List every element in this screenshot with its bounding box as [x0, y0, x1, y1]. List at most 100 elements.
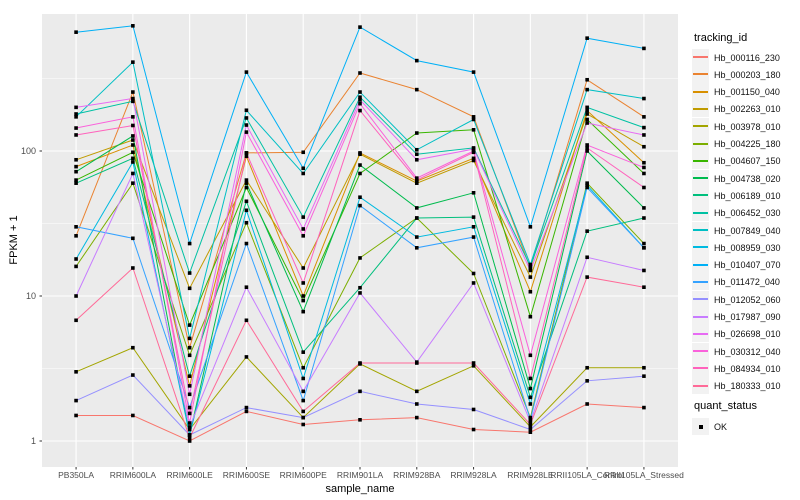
data-point [414, 415, 419, 420]
data-point [358, 361, 362, 365]
legend-title-tracking-id: tracking_id [694, 32, 748, 44]
data-point [528, 402, 533, 406]
legend-key-swatch [692, 238, 709, 256]
x-tick-label-RRII105LA_Control: RRII105LA_Control [550, 470, 624, 480]
data-point [74, 370, 78, 374]
legend-key-swatch [692, 100, 709, 118]
data-point [74, 398, 78, 403]
data-point [414, 181, 419, 185]
data-point [642, 46, 646, 51]
data-point [528, 268, 533, 273]
legend-line-icon [693, 159, 708, 162]
x-axis-title: sample_name [325, 483, 395, 495]
data-point [301, 350, 306, 354]
legend-key-swatch [692, 256, 709, 274]
data-point [528, 225, 533, 229]
data-point [642, 268, 646, 273]
data-point [187, 374, 192, 378]
data-point [642, 285, 646, 289]
data-point [244, 154, 249, 159]
data-point [471, 361, 476, 365]
data-point [528, 415, 533, 420]
data-point [187, 345, 192, 350]
legend-key-swatch [692, 273, 709, 291]
data-point [244, 116, 249, 120]
data-point [187, 353, 192, 358]
data-point [528, 264, 533, 269]
legend-label: Hb_026698_010 [714, 329, 781, 340]
data-point [471, 271, 476, 276]
legend-label: Hb_004225_180 [714, 139, 781, 149]
data-point [585, 183, 589, 188]
data-point [358, 389, 362, 394]
data-point [131, 60, 135, 64]
data-point [74, 225, 78, 229]
data-point [244, 123, 249, 127]
data-point [244, 199, 249, 204]
data-point [74, 157, 78, 162]
data-point [585, 379, 589, 383]
data-point [528, 430, 533, 434]
legend-line-icon [693, 211, 708, 214]
data-point [244, 220, 249, 225]
data-point [471, 128, 476, 132]
y-tick-label: 100 [20, 145, 36, 156]
legend-line-icon [693, 229, 708, 231]
data-point [414, 87, 419, 92]
legend-line-icon [693, 263, 708, 266]
legend-line-icon [693, 73, 708, 76]
data-point [244, 241, 249, 246]
data-point [528, 386, 533, 391]
data-point [301, 309, 306, 314]
data-point [301, 150, 306, 155]
data-point [131, 171, 135, 176]
data-point [244, 70, 249, 74]
legend-line-icon [693, 107, 708, 110]
data-point [414, 58, 419, 63]
data-point [358, 163, 362, 167]
legend-label: Hb_000203_180 [714, 69, 781, 80]
legend-key-swatch [692, 135, 709, 152]
x-tick-label-RRIM928BA: RRIM928BA [393, 470, 441, 480]
y-tick-label: 1 [30, 435, 36, 446]
data-point [187, 425, 192, 429]
data-point [414, 178, 419, 182]
data-point [301, 266, 306, 270]
data-point [244, 318, 249, 323]
x-tick-label-RRIM600SE: RRIM600SE [222, 470, 271, 480]
legend-line-icon [693, 90, 708, 93]
data-point [585, 36, 589, 40]
data-point [187, 336, 192, 341]
data-point [528, 427, 533, 432]
data-point [585, 108, 589, 113]
legend-key-swatch [692, 117, 709, 135]
data-point [642, 165, 646, 170]
legend-key-swatch [692, 308, 709, 325]
legend-label: Hb_030312_040 [714, 346, 781, 357]
data-point [74, 181, 78, 185]
y-tick-label: 10 [25, 290, 36, 301]
legend-line-icon [693, 246, 708, 249]
legend-label: Hb_017987_090 [714, 312, 781, 322]
data-point [414, 389, 419, 394]
data-point [585, 117, 589, 122]
data-point [301, 398, 306, 403]
legend-label: Hb_008959_030 [714, 242, 781, 253]
data-point [187, 271, 192, 275]
data-point [471, 156, 476, 161]
data-point [358, 256, 362, 260]
data-point [642, 206, 646, 210]
data-point [585, 275, 589, 279]
data-point [74, 169, 78, 174]
legend-label: OK [714, 422, 728, 432]
legend-label: Hb_006189_010 [714, 190, 781, 201]
data-point [414, 176, 419, 180]
data-point [414, 402, 419, 406]
data-point [187, 323, 192, 327]
data-point [187, 436, 192, 440]
data-point [187, 241, 192, 246]
data-point [585, 185, 589, 190]
legend-line-icon [693, 125, 708, 128]
data-point [131, 156, 135, 161]
